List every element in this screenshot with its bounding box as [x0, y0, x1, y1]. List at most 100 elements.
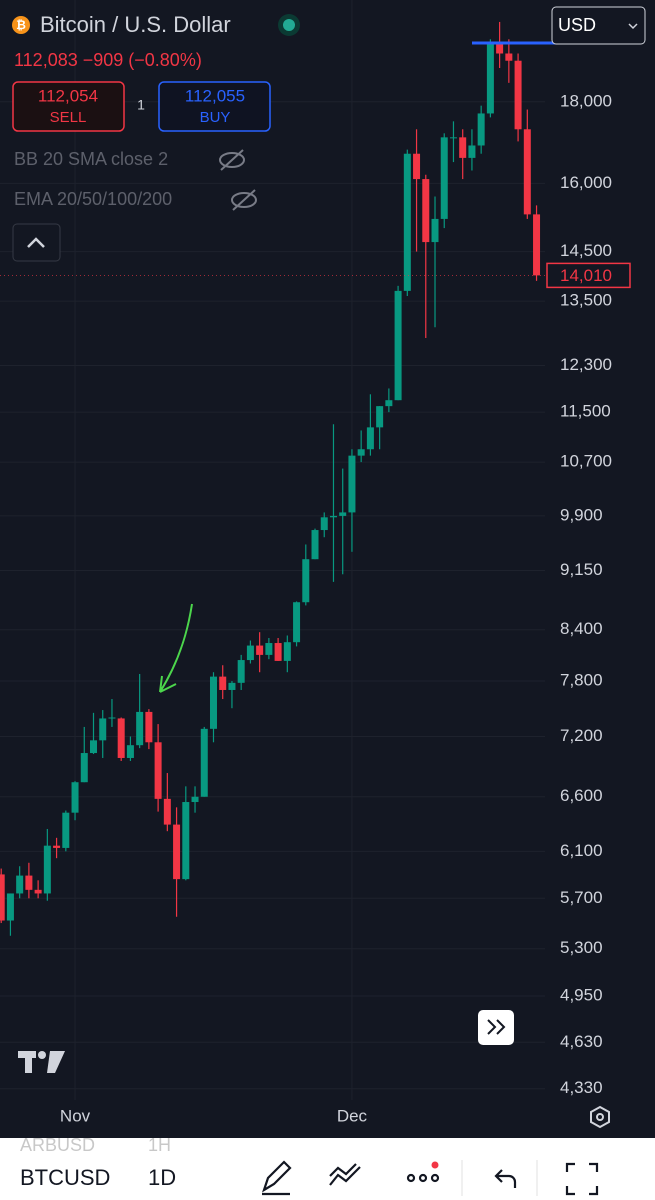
candle-body	[53, 845, 61, 848]
candle-body	[246, 645, 254, 661]
candle-body	[320, 517, 328, 531]
scroll-button[interactable]	[478, 1010, 514, 1045]
y-tick-label: 7,200	[560, 726, 603, 745]
candle-body	[191, 796, 199, 803]
y-tick-label: 6,600	[560, 786, 603, 805]
spread: 1	[137, 97, 145, 113]
candle-body	[477, 113, 485, 146]
x-tick-label: Nov	[60, 1106, 91, 1125]
toolbar-icons[interactable]	[262, 1160, 599, 1196]
candle-body	[173, 824, 181, 880]
y-tick-label: 12,300	[560, 355, 612, 374]
notification-dot	[431, 1161, 439, 1169]
y-tick-label: 6,100	[560, 841, 603, 860]
y-tick-label: 10,700	[560, 452, 612, 471]
candle-body	[108, 717, 116, 719]
y-tick-label: 9,150	[560, 560, 603, 579]
candle-body	[496, 42, 504, 54]
y-tick-label: 16,000	[560, 173, 612, 192]
toolbar-interval[interactable]: 1D	[148, 1165, 176, 1190]
indicator: BB 20 SMA close 2	[14, 149, 168, 169]
candle-body	[126, 745, 134, 758]
y-tick-label: 4,950	[560, 986, 603, 1005]
candle-body	[163, 798, 171, 825]
candle-body	[431, 218, 439, 243]
candle-body	[34, 889, 42, 894]
y-tick-label: 13,500	[560, 291, 612, 310]
candle-body	[117, 718, 125, 758]
candle-body	[329, 515, 337, 518]
last-price-label: 14,010	[560, 266, 612, 285]
toolbar-symbol[interactable]: BTCUSD	[20, 1165, 110, 1190]
tv-logo	[18, 1051, 65, 1073]
candle-body	[209, 676, 217, 729]
y-tick-label: 18,000	[560, 91, 612, 110]
candle-body	[366, 427, 374, 450]
candle-body	[311, 530, 319, 560]
sell-price: 112,054	[38, 86, 98, 105]
currency: USD	[558, 15, 596, 35]
hide-icons[interactable]	[219, 149, 257, 211]
toolbar	[0, 1138, 655, 1200]
candle-body	[394, 290, 402, 401]
candle-body	[468, 145, 476, 158]
candle-body	[274, 643, 282, 661]
candle-body	[145, 711, 153, 743]
indicator: EMA 20/50/100/200	[14, 189, 172, 209]
candle-body	[80, 753, 88, 783]
x-tick-label: Dec	[337, 1106, 368, 1125]
settings-icon[interactable]	[590, 1105, 610, 1129]
y-tick-label: 11,500	[560, 402, 611, 421]
candle-body	[16, 875, 24, 894]
candle-body	[99, 718, 107, 741]
y-tick-label: 7,800	[560, 671, 603, 690]
candle-body	[357, 449, 365, 456]
candle-body	[265, 643, 273, 655]
buy-price: 112,055	[185, 86, 245, 105]
quote: 112,083 −909 (−0.80%)	[14, 50, 202, 70]
candle-body	[71, 782, 79, 813]
chevron	[27, 237, 45, 248]
buy-label: BUY	[200, 109, 231, 126]
candle-body	[385, 400, 393, 407]
candle-body	[228, 682, 236, 690]
candle-body	[25, 875, 33, 890]
collapse-button[interactable]	[12, 223, 61, 262]
settings-dot	[596, 1113, 604, 1121]
y-tick-label: 5,700	[560, 888, 603, 907]
scroll-icon	[487, 1019, 506, 1035]
coin-glyph: ₿	[16, 18, 26, 32]
candle-body	[514, 60, 522, 130]
candle-body	[237, 660, 245, 683]
candle-body	[90, 740, 97, 754]
y-tick-label: 5,300	[560, 938, 603, 957]
candle-body	[62, 812, 70, 848]
candle-body	[136, 711, 144, 746]
candle-body	[440, 137, 448, 219]
symbol-title: Bitcoin / U.S. Dollar	[40, 12, 231, 37]
prev-symbol[interactable]: ARBUSD	[20, 1135, 95, 1155]
candle-body	[283, 642, 291, 661]
candle-body	[422, 179, 430, 243]
candle-body	[403, 153, 411, 291]
buy-button[interactable]	[158, 81, 271, 132]
candle-body	[293, 602, 301, 643]
y-tick-label: 4,630	[560, 1032, 603, 1051]
last-price-box	[546, 262, 631, 289]
candle-body	[219, 676, 227, 690]
y-tick-label: 14,500	[560, 241, 612, 260]
arrow-annotation	[159, 603, 193, 693]
candle-body	[0, 874, 5, 921]
currency-select[interactable]	[551, 6, 646, 45]
candle-body	[486, 42, 494, 114]
candle-body	[533, 214, 541, 276]
prev-interval[interactable]: 1H	[148, 1135, 171, 1155]
candle-body	[182, 802, 190, 880]
sell-button[interactable]	[12, 81, 125, 132]
candle-body	[43, 845, 51, 894]
candle-body	[376, 406, 384, 428]
candle-body	[256, 645, 264, 655]
candle-body	[200, 728, 208, 797]
status-dot	[283, 19, 295, 31]
